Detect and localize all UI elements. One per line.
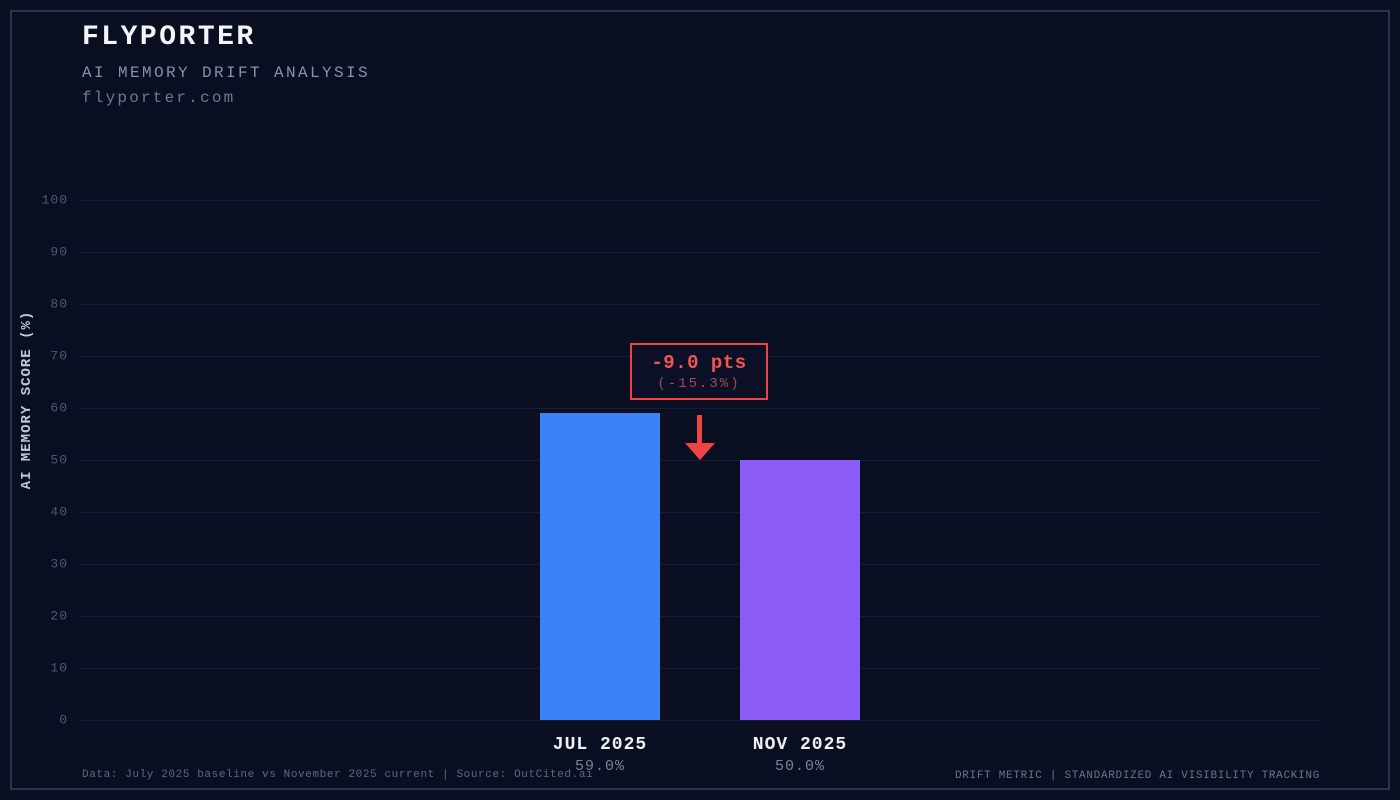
gridline-50 [80, 460, 1320, 461]
y-tick-label-70: 70 [50, 348, 68, 364]
gridline-90 [80, 252, 1320, 253]
gridline-100 [80, 200, 1320, 201]
frame-border [10, 10, 1390, 790]
footer-metric-text: DRIFT METRIC | STANDARDIZED AI VISIBILIT… [954, 770, 1320, 782]
y-tick-label-20: 20 [50, 608, 68, 624]
bar-nov-2025 [740, 460, 860, 720]
y-tick-label-30: 30 [50, 556, 68, 572]
down-arrow-head-icon [685, 443, 715, 460]
drift-delta-label: -9.0 pts [651, 351, 747, 374]
gridline-40 [80, 512, 1320, 513]
down-arrow-icon [697, 415, 702, 445]
drift-percent-label: (-15.3%) [657, 375, 741, 392]
category-label-1: JUL 2025 [552, 735, 648, 755]
gridline-30 [80, 564, 1320, 565]
gridline-80 [80, 304, 1320, 305]
y-tick-label-60: 60 [50, 400, 68, 416]
gridline-60 [80, 408, 1320, 409]
y-tick-label-10: 10 [50, 660, 68, 676]
y-tick-label-100: 100 [41, 192, 68, 208]
y-tick-label-80: 80 [50, 296, 68, 312]
category-label-2: NOV 2025 [752, 735, 848, 755]
bar-jul-2025 [540, 413, 660, 720]
value-label-1: 59.0% [574, 758, 625, 775]
y-tick-label-50: 50 [50, 452, 68, 468]
y-tick-label-0: 0 [59, 712, 68, 728]
footer-source-text: Data: July 2025 baseline vs November 202… [82, 769, 594, 781]
gridline-0 [80, 720, 1320, 721]
domain-label: flyporter.com [82, 89, 236, 107]
value-label-2: 50.0% [774, 758, 825, 775]
chart-subtitle: AI MEMORY DRIFT ANALYSIS [82, 64, 371, 82]
drift-annotation-box: -9.0 pts (-15.3%) [630, 343, 768, 400]
y-tick-label-40: 40 [50, 504, 68, 520]
gridline-10 [80, 668, 1320, 669]
page-title: FLYPORTER [82, 22, 256, 53]
y-tick-label-90: 90 [50, 244, 68, 260]
chart-header: FLYPORTER AI MEMORY DRIFT ANALYSIS flypo… [82, 22, 370, 107]
gridline-20 [80, 616, 1320, 617]
